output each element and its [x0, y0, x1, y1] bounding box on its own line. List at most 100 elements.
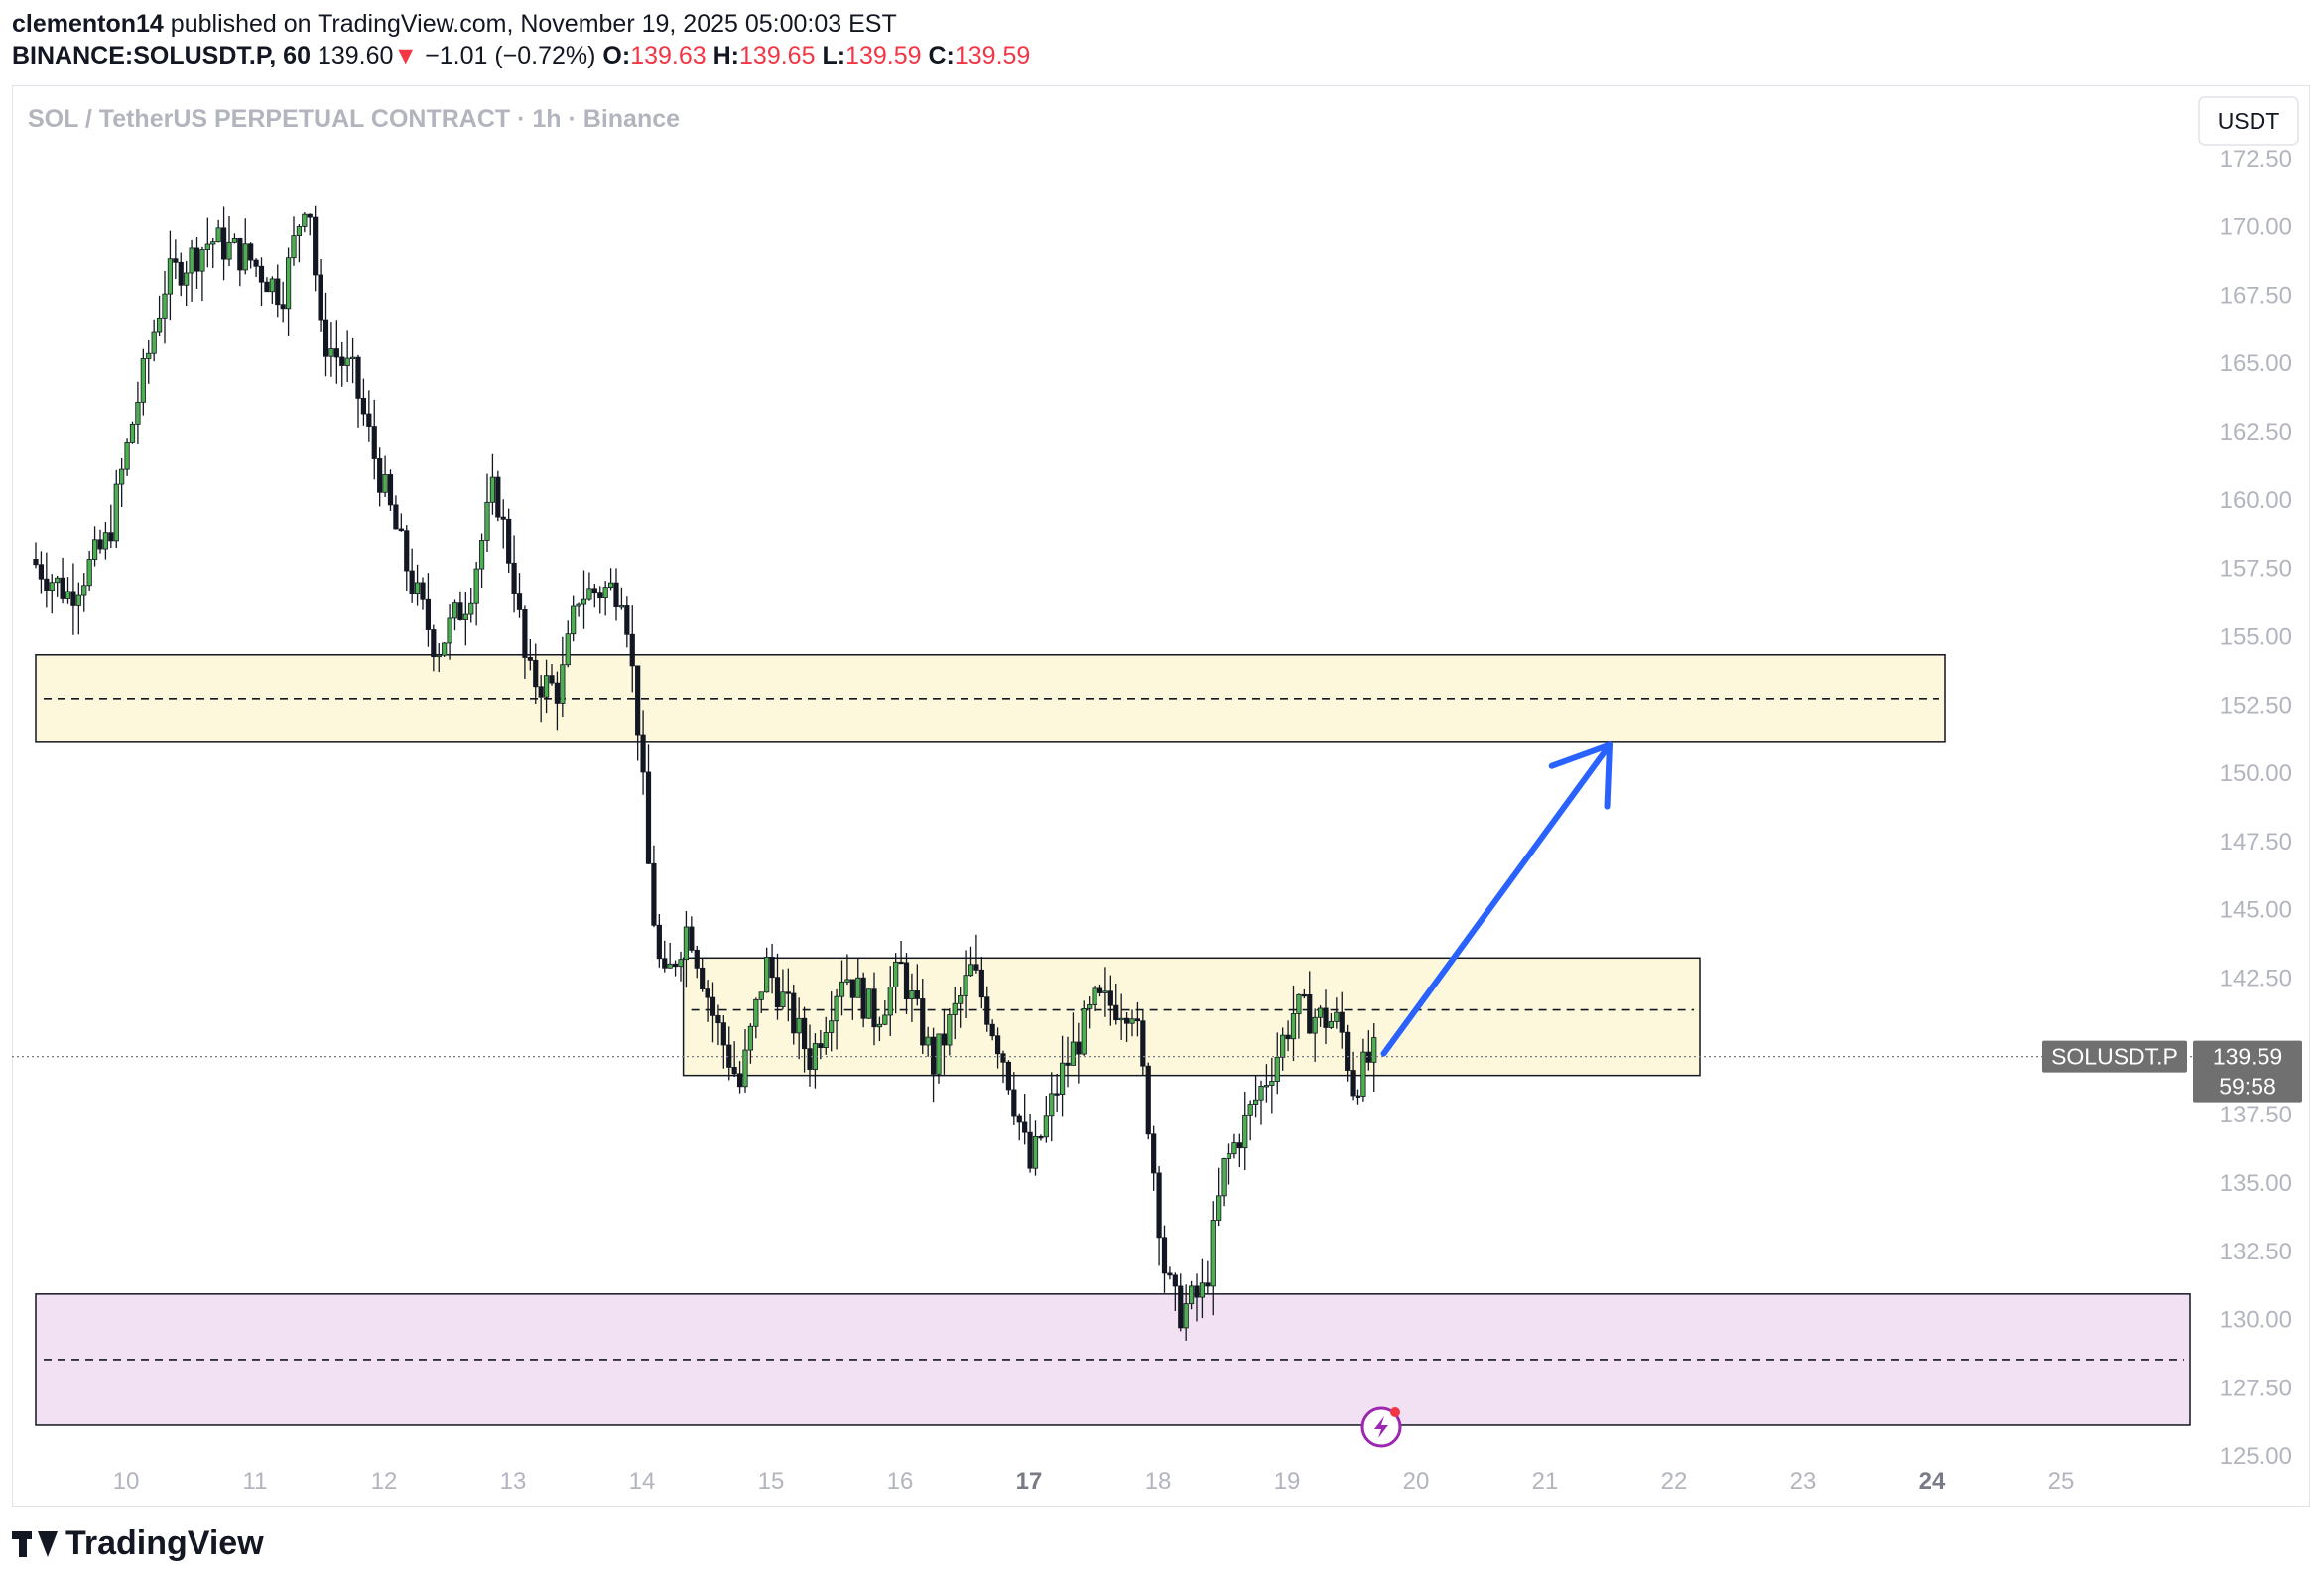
candle-body	[124, 441, 130, 470]
axis-layer: SOL / TetherUS PERPETUAL CONTRACT · 1h ·…	[28, 96, 2302, 1495]
candle-body	[404, 530, 410, 572]
candle-body	[119, 468, 125, 485]
x-tick-label: 23	[1790, 1468, 1817, 1495]
candle-body	[49, 582, 55, 591]
candle-body	[220, 227, 227, 260]
candle-body	[468, 602, 474, 615]
candle-body	[602, 587, 608, 599]
candle-body	[1151, 1133, 1157, 1174]
candle-body	[280, 304, 286, 310]
author-name[interactable]: clementon14	[12, 10, 164, 38]
low-value: 139.59	[845, 42, 922, 69]
x-tick-label: 11	[243, 1468, 268, 1495]
symbol-name: BINANCE:SOLUSDT.P, 60	[12, 42, 311, 69]
candle-body	[414, 582, 421, 595]
projection-arrowhead	[1604, 741, 1613, 810]
x-tick-label: 16	[887, 1468, 914, 1495]
candle-body	[442, 642, 448, 656]
candle-body	[1102, 990, 1108, 993]
chart-header: clementon14 published on TradingView.com…	[12, 8, 1030, 71]
candle-body	[533, 659, 539, 688]
candle-body	[285, 257, 292, 310]
candle-body	[667, 963, 673, 969]
candle-body	[1059, 1062, 1066, 1095]
x-tick-label: 19	[1274, 1468, 1301, 1495]
candle-body	[694, 949, 700, 969]
currency-button	[2198, 96, 2299, 146]
y-tick-label: 147.50	[2220, 829, 2292, 856]
tradingview-logo-icon	[12, 1530, 58, 1557]
candle-body	[645, 771, 652, 864]
x-tick-label: 22	[1661, 1468, 1688, 1495]
candle-body	[55, 577, 61, 584]
candle-body	[355, 356, 361, 399]
x-tick-label: 12	[371, 1468, 398, 1495]
candle-body	[947, 1014, 953, 1046]
y-tick-label: 172.50	[2220, 146, 2292, 173]
candle-body	[818, 1043, 824, 1049]
candle-body	[189, 247, 194, 274]
symbol-label-box	[2042, 1040, 2187, 1073]
candle-body	[204, 243, 210, 250]
candle-body	[318, 274, 323, 321]
candle-body	[360, 397, 367, 415]
candle-body	[581, 598, 587, 605]
candle-body	[1317, 1007, 1324, 1018]
candle-body	[135, 401, 141, 425]
candle-body	[393, 504, 399, 530]
candle-body	[1156, 1172, 1162, 1239]
tradingview-logo[interactable]: TradingView	[12, 1524, 264, 1563]
candle-body	[1236, 1142, 1242, 1149]
candle-body	[640, 734, 646, 773]
candle-body	[1188, 1285, 1195, 1305]
price-change: −1.01 (−0.72%)	[425, 42, 596, 69]
brand-name: TradingView	[65, 1524, 264, 1562]
candle-body	[796, 1017, 802, 1034]
down-arrow-icon: ▼	[393, 42, 419, 69]
y-tick-label: 125.00	[2220, 1443, 2292, 1470]
candle-body	[199, 249, 205, 272]
candle-body	[1216, 1195, 1222, 1221]
candle-body	[420, 582, 426, 600]
x-tick-label: 21	[1532, 1468, 1559, 1495]
candle-body	[586, 588, 592, 600]
candle-body	[1178, 1285, 1184, 1329]
candle-body	[705, 988, 710, 998]
candle-body	[431, 629, 437, 658]
candle-body	[909, 990, 915, 1000]
ohlc-line: BINANCE:SOLUSDT.P, 60 139.60▼ −1.01 (−0.…	[12, 40, 1030, 71]
y-tick-label: 167.50	[2220, 282, 2292, 309]
candle-body	[1263, 1085, 1270, 1088]
candle-body	[307, 213, 313, 218]
candle-body	[865, 988, 872, 1019]
candle-body	[978, 969, 984, 998]
candle-body	[1307, 993, 1313, 1034]
publish-line: clementon14 published on TradingView.com…	[12, 8, 1030, 40]
x-tick-label: 25	[2048, 1468, 2075, 1495]
candle-body	[296, 226, 303, 237]
candle-body	[81, 585, 87, 596]
candle-body	[715, 1014, 721, 1024]
y-tick-label: 157.50	[2220, 556, 2292, 583]
candle-body	[920, 998, 926, 1046]
notification-dot	[1390, 1407, 1400, 1417]
candle-body	[1070, 1041, 1077, 1066]
chart-frame[interactable]	[12, 85, 2310, 1507]
candle-body	[516, 593, 523, 610]
candle-body	[1027, 1131, 1033, 1169]
candle-body	[75, 594, 81, 606]
candle-body	[651, 862, 657, 926]
candle-body	[156, 317, 163, 333]
y-tick-label: 127.50	[2220, 1375, 2292, 1401]
candle-body	[452, 602, 458, 619]
candle-body	[554, 682, 561, 704]
y-tick-label: 155.00	[2220, 623, 2292, 650]
candle-body	[882, 1014, 888, 1025]
candle-body	[398, 528, 404, 532]
candle-body	[1065, 1062, 1071, 1066]
candle-body	[678, 959, 684, 968]
currency-button-label[interactable]: USDT	[2218, 108, 2280, 134]
candle-body	[1355, 1095, 1361, 1098]
candle-body	[522, 609, 528, 658]
